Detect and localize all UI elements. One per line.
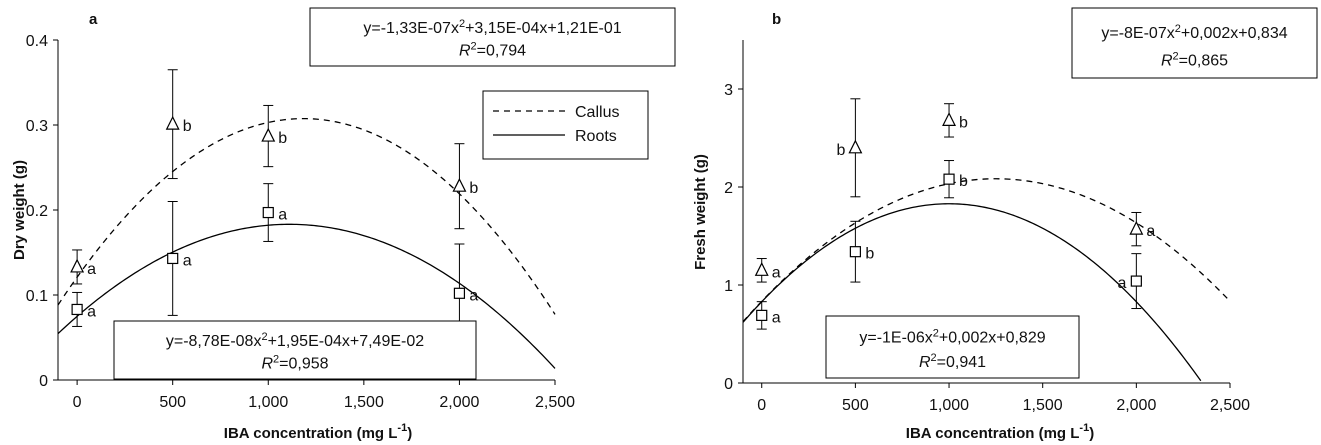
significance-letter: a <box>278 207 287 224</box>
series-roots-panel-a: a a a a <box>57 183 556 369</box>
significance-letter: a <box>87 261 96 278</box>
x-tick-label: 1,000 <box>248 394 288 411</box>
significance-letter: b <box>865 246 874 263</box>
x-tick-label: 1,000 <box>929 397 969 414</box>
data-point-triangle <box>754 261 769 276</box>
equation-box-callus: y=-1,33E-07x2+3,15E-04x+1,21E-01 R2=0,794 <box>309 7 676 67</box>
panel-label: b <box>772 11 781 28</box>
data-point-square <box>943 173 955 185</box>
y-tick-label: 0.2 <box>26 203 48 220</box>
y-tick-label: 0.3 <box>26 118 48 135</box>
data-point-triangle <box>165 115 180 130</box>
data-point-square <box>262 206 274 219</box>
data-point-triangle <box>452 177 467 192</box>
legend: Callus Roots <box>482 90 649 160</box>
equation-box-callus: y=-8E-07x2+0,002x+0,834 R2=0,865 <box>1071 7 1318 79</box>
equation-box-frame <box>113 320 477 380</box>
equation-box-frame <box>825 315 1080 379</box>
equation-box-frame <box>309 7 676 67</box>
y-axis-title: Fresh weight (g) <box>692 154 709 270</box>
equation-box-frame <box>1071 7 1318 79</box>
equation-box-roots: y=-8,78E-08x2+1,95E-04x+7,49E-02 R2=0,958 <box>113 320 477 380</box>
r-squared-value: R2=0,941 <box>919 352 986 371</box>
series-callus-panel-b: a b b a <box>742 98 1231 323</box>
x-tick-label: 2,000 <box>439 394 479 411</box>
significance-letter: a <box>1146 223 1155 240</box>
significance-letter: b <box>183 118 192 135</box>
regression-equation: y=-1E-06x2+0,002x+0,829 <box>859 328 1045 347</box>
data-point-triangle <box>942 112 957 126</box>
legend-frame <box>482 90 649 160</box>
data-point-square <box>71 303 83 316</box>
series-callus-panel-a: a b b b <box>57 69 556 315</box>
r-squared-value: R2=0,958 <box>261 354 328 373</box>
y-tick-label: 3 <box>724 82 733 99</box>
x-tick-label: 2,500 <box>1210 397 1250 414</box>
y-tick-label: 0 <box>724 376 733 393</box>
regression-equation: y=-8E-07x2+0,002x+0,834 <box>1101 23 1287 42</box>
y-tick-label: 2 <box>724 180 733 197</box>
x-tick-label: 500 <box>842 397 869 414</box>
r-squared-value: R2=0,865 <box>1161 50 1228 69</box>
panel-b-fresh-weight-chart: 0 1 2 3 0 500 1,000 1,500 2,000 2,500 b Fresh weigh… <box>692 7 1318 442</box>
panel-a-dry-weight-chart: 0 0.1 0.2 0.3 0.4 0 500 1,000 1,500 2,000 2,500 a Dr… <box>11 7 676 442</box>
y-tick-label: 0.4 <box>26 33 48 50</box>
significance-letter: a <box>183 252 192 269</box>
significance-letter: a <box>772 264 781 281</box>
significance-letter: b <box>278 130 287 147</box>
fit-curve-roots <box>742 203 1202 382</box>
significance-letter: a <box>87 303 96 320</box>
x-tick-label: 1,500 <box>1023 397 1063 414</box>
panel-label: a <box>89 11 98 28</box>
x-tick-label: 1,500 <box>344 394 384 411</box>
data-point-triangle <box>70 258 85 273</box>
significance-letter: a <box>469 287 478 304</box>
regression-equation: y=-1,33E-07x2+3,15E-04x+1,21E-01 <box>363 18 621 37</box>
significance-letter: a <box>1117 275 1126 292</box>
series-roots-panel-b: a b b a <box>742 160 1202 382</box>
fit-curve-roots <box>57 223 556 369</box>
significance-letter: b <box>469 180 478 197</box>
x-tick-label: 2,000 <box>1116 397 1156 414</box>
x-tick-label: 0 <box>73 394 82 411</box>
x-tick-label: 0 <box>757 397 766 414</box>
y-tick-label: 0 <box>39 373 48 390</box>
legend-label-roots: Roots <box>575 128 617 145</box>
data-point-square <box>756 309 768 321</box>
data-point-triangle <box>1129 220 1144 235</box>
regression-equation: y=-8,78E-08x2+1,95E-04x+7,49E-02 <box>166 331 424 350</box>
significance-letter: a <box>772 309 781 326</box>
y-tick-label: 0.1 <box>26 288 48 305</box>
r-squared-value: R2=0,794 <box>459 41 526 60</box>
data-point-square <box>849 246 861 258</box>
data-point-triangle <box>848 139 863 154</box>
x-tick-label: 2,500 <box>535 394 575 411</box>
data-point-triangle <box>261 127 276 142</box>
significance-letter: b <box>836 142 845 159</box>
legend-label-callus: Callus <box>575 104 619 121</box>
data-point-square <box>453 287 466 299</box>
significance-letter: b <box>959 114 968 131</box>
fit-curve-callus <box>742 178 1231 323</box>
y-axis-title: Dry weight (g) <box>11 160 28 260</box>
data-point-square <box>167 252 179 265</box>
x-axis-title: IBA concentration (mg L-1) <box>224 422 412 442</box>
x-axis-title: IBA concentration (mg L-1) <box>906 422 1094 442</box>
y-tick-label: 1 <box>724 278 733 295</box>
significance-letter: b <box>959 173 968 190</box>
equation-box-roots: y=-1E-06x2+0,002x+0,829 R2=0,941 <box>825 315 1080 379</box>
x-tick-label: 500 <box>159 394 186 411</box>
fit-curve-callus <box>57 117 556 315</box>
data-point-square <box>1130 275 1142 287</box>
